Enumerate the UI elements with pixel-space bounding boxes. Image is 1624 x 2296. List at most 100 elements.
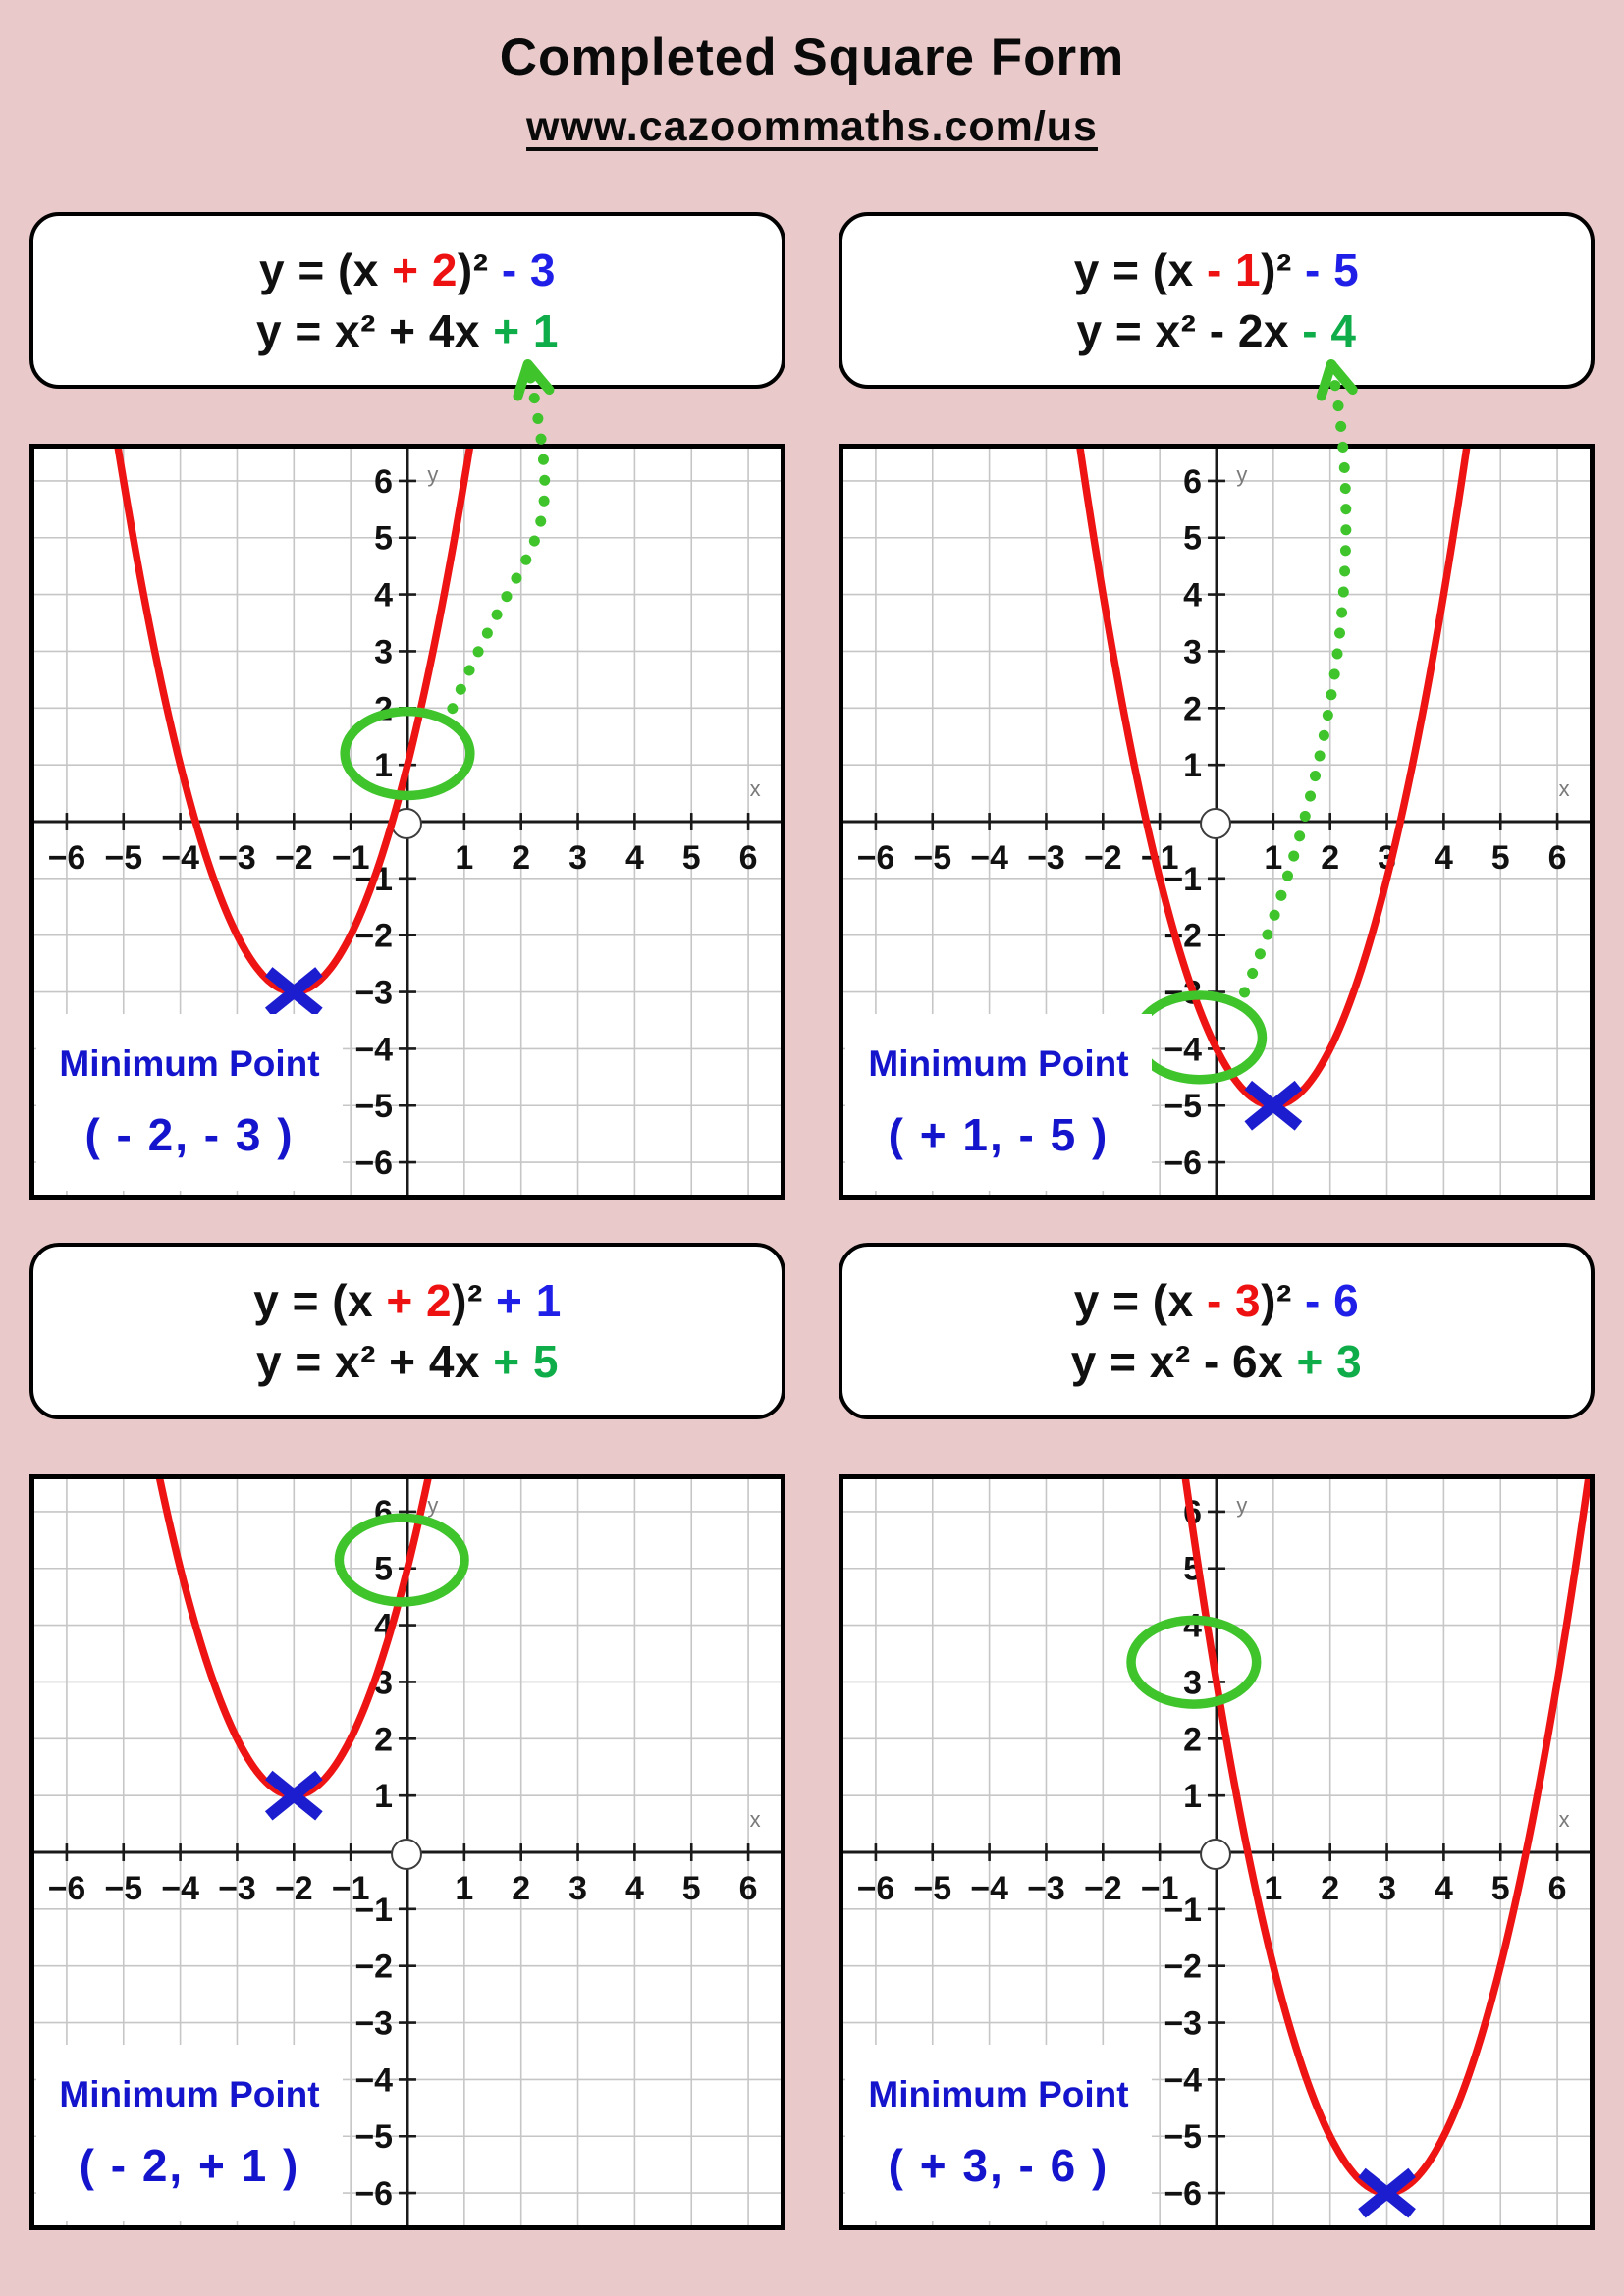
equation-segment: - 3	[488, 244, 557, 295]
equation-segment: y = (x	[1073, 244, 1207, 295]
equation-segment: )²	[457, 244, 489, 295]
svg-text:x: x	[1559, 1807, 1570, 1832]
svg-text:−6: −6	[1164, 2175, 1202, 2213]
svg-text:−2: −2	[354, 1949, 393, 1986]
panel-top-right: y = (x - 1)² - 5 y = x² - 2x - 4 −6 −6 −5−…	[839, 212, 1595, 1200]
svg-text:3: 3	[1378, 1870, 1396, 1907]
svg-text:−4: −4	[1164, 2061, 1202, 2099]
svg-text:3: 3	[568, 839, 587, 877]
equation-standard-form: y = x² + 4x + 1	[256, 304, 559, 357]
equation-standard-form: y = x² - 2x - 4	[1077, 304, 1357, 357]
equation-segment: + 2	[386, 1275, 453, 1326]
graph-card: −6 −6 −5 −5 −4 −4 −3 −3 −2 −2 −1 −1 1 1 2 2 3 3 4 4 5 5 6 6 x y M…	[839, 444, 1595, 1200]
svg-text:−3: −3	[218, 839, 256, 877]
svg-text:−3: −3	[354, 975, 393, 1012]
svg-text:4: 4	[625, 1870, 644, 1907]
panel-top-left: y = (x + 2)² - 3 y = x² + 4x + 1 −6 −6 −5−…	[29, 212, 785, 1200]
graph-card: −6 −6 −5 −5 −4 −4 −3 −3 −2 −2 −1 −1 1 1 2 2 3 3 4 4 5 5 6 6 x y M…	[839, 1474, 1595, 2230]
svg-text:−6: −6	[48, 1870, 86, 1907]
minimum-point-callout: Minimum Point ( - 2, - 3 )	[36, 1014, 343, 1191]
svg-text:−4: −4	[161, 1870, 199, 1907]
svg-text:1: 1	[455, 839, 473, 877]
panels-grid: y = (x + 2)² - 3 y = x² + 4x + 1 −6 −6 −5−…	[0, 212, 1624, 2230]
svg-text:1: 1	[374, 747, 393, 784]
svg-text:−1: −1	[1141, 1870, 1179, 1907]
svg-text:4: 4	[374, 577, 393, 614]
svg-text:1: 1	[1264, 839, 1282, 877]
svg-text:4: 4	[1183, 1608, 1202, 1645]
svg-text:x: x	[750, 1807, 761, 1832]
svg-text:−5: −5	[104, 1870, 142, 1907]
equation-standard-form: y = x² + 4x + 5	[256, 1335, 559, 1388]
svg-text:−3: −3	[1164, 2005, 1202, 2043]
svg-text:−5: −5	[104, 839, 142, 877]
equation-segment: + 1	[493, 305, 559, 356]
panel-bottom-right: y = (x - 3)² - 6 y = x² - 6x + 3 −6 −6 −5 −…	[839, 1243, 1595, 2230]
svg-text:−6: −6	[354, 1145, 393, 1182]
svg-text:−3: −3	[354, 2005, 393, 2043]
svg-text:3: 3	[568, 1870, 587, 1907]
minimum-point-coordinates: ( - 2, + 1 )	[79, 2140, 300, 2191]
svg-text:5: 5	[1491, 1870, 1510, 1907]
svg-text:−6: −6	[1164, 1145, 1202, 1182]
svg-text:−1: −1	[332, 839, 370, 877]
svg-text:y: y	[1236, 1493, 1247, 1518]
svg-text:x: x	[750, 776, 761, 801]
svg-text:−5: −5	[1164, 1088, 1202, 1125]
graph-card: −6 −6 −5 −5 −4 −4 −3 −3 −2 −2 −1 −1 1 1 2 2 3 3 4 4 5 5 6 6 x y M…	[29, 1474, 785, 2230]
svg-text:4: 4	[1183, 577, 1202, 614]
svg-text:y: y	[1236, 462, 1247, 487]
svg-text:−2: −2	[1084, 1870, 1122, 1907]
minimum-point-coordinates: ( - 2, - 3 )	[84, 1109, 295, 1160]
equation-segment: + 3	[1296, 1336, 1363, 1387]
svg-text:−1: −1	[1164, 861, 1202, 898]
svg-text:3: 3	[374, 633, 393, 670]
svg-text:1: 1	[374, 1778, 393, 1815]
svg-text:5: 5	[374, 520, 393, 558]
svg-text:5: 5	[682, 1870, 701, 1907]
svg-text:y: y	[427, 462, 438, 487]
svg-text:3: 3	[1183, 633, 1202, 670]
svg-text:1: 1	[455, 1870, 473, 1907]
svg-text:6: 6	[1183, 463, 1202, 501]
equation-segment: y = (x	[258, 244, 393, 295]
svg-text:y: y	[427, 1493, 438, 1518]
svg-text:2: 2	[512, 839, 530, 877]
svg-text:6: 6	[1548, 1870, 1567, 1907]
svg-text:−3: −3	[1027, 1870, 1065, 1907]
svg-text:2: 2	[1321, 839, 1339, 877]
equation-segment: y = x² - 2x	[1076, 305, 1303, 356]
equation-segment: y = x² + 4x	[255, 1336, 494, 1387]
minimum-point-callout: Minimum Point ( + 1, - 5 )	[845, 1014, 1152, 1191]
svg-text:−5: −5	[1164, 2118, 1202, 2156]
minimum-point-label: Minimum Point	[868, 2074, 1129, 2114]
equation-vertex-form: y = (x + 2)² + 1	[253, 1274, 562, 1327]
svg-text:−2: −2	[275, 839, 313, 877]
svg-text:−5: −5	[354, 1088, 393, 1125]
svg-text:−6: −6	[354, 2175, 393, 2213]
equation-vertex-form: y = (x - 3)² - 6	[1074, 1274, 1360, 1327]
svg-text:−3: −3	[218, 1870, 256, 1907]
svg-text:−1: −1	[354, 1892, 393, 1929]
minimum-point-label: Minimum Point	[59, 1043, 320, 1084]
svg-text:−6: −6	[857, 1870, 895, 1907]
svg-text:−4: −4	[970, 839, 1008, 877]
equation-segment: - 3	[1206, 1275, 1262, 1326]
minimum-point-label: Minimum Point	[868, 1043, 1129, 1084]
equation-segment: )²	[1261, 1275, 1292, 1326]
equation-segment: y = x² - 6x	[1070, 1336, 1297, 1387]
svg-text:−5: −5	[913, 839, 951, 877]
equation-card: y = (x - 1)² - 5 y = x² - 2x - 4	[839, 212, 1595, 389]
equation-standard-form: y = x² - 6x + 3	[1071, 1335, 1362, 1388]
svg-text:−2: −2	[275, 1870, 313, 1907]
svg-text:6: 6	[739, 1870, 758, 1907]
svg-text:6: 6	[1548, 839, 1567, 877]
svg-text:5: 5	[374, 1551, 393, 1588]
svg-text:−4: −4	[161, 839, 199, 877]
equation-segment: y = (x	[253, 1275, 387, 1326]
svg-text:−1: −1	[332, 1870, 370, 1907]
equation-segment: + 5	[493, 1336, 559, 1387]
svg-text:−4: −4	[970, 1870, 1008, 1907]
